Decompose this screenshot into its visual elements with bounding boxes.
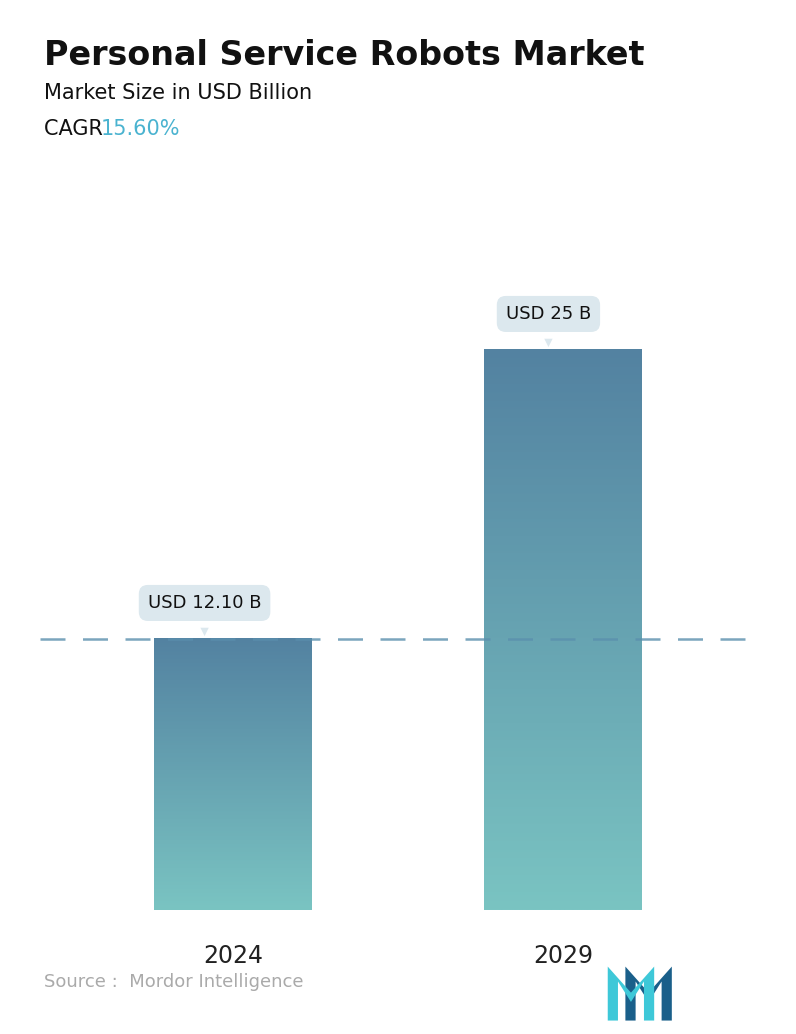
Polygon shape xyxy=(608,967,654,1021)
Text: Market Size in USD Billion: Market Size in USD Billion xyxy=(44,83,312,102)
Text: 2029: 2029 xyxy=(533,943,593,968)
Polygon shape xyxy=(626,967,672,1021)
Text: USD 25 B: USD 25 B xyxy=(505,305,591,347)
Text: Source :  Mordor Intelligence: Source : Mordor Intelligence xyxy=(44,973,303,991)
Text: 2024: 2024 xyxy=(203,943,263,968)
Text: 15.60%: 15.60% xyxy=(101,119,181,139)
Text: Personal Service Robots Market: Personal Service Robots Market xyxy=(44,39,644,72)
Text: CAGR: CAGR xyxy=(44,119,116,139)
Text: USD 12.10 B: USD 12.10 B xyxy=(148,594,261,636)
